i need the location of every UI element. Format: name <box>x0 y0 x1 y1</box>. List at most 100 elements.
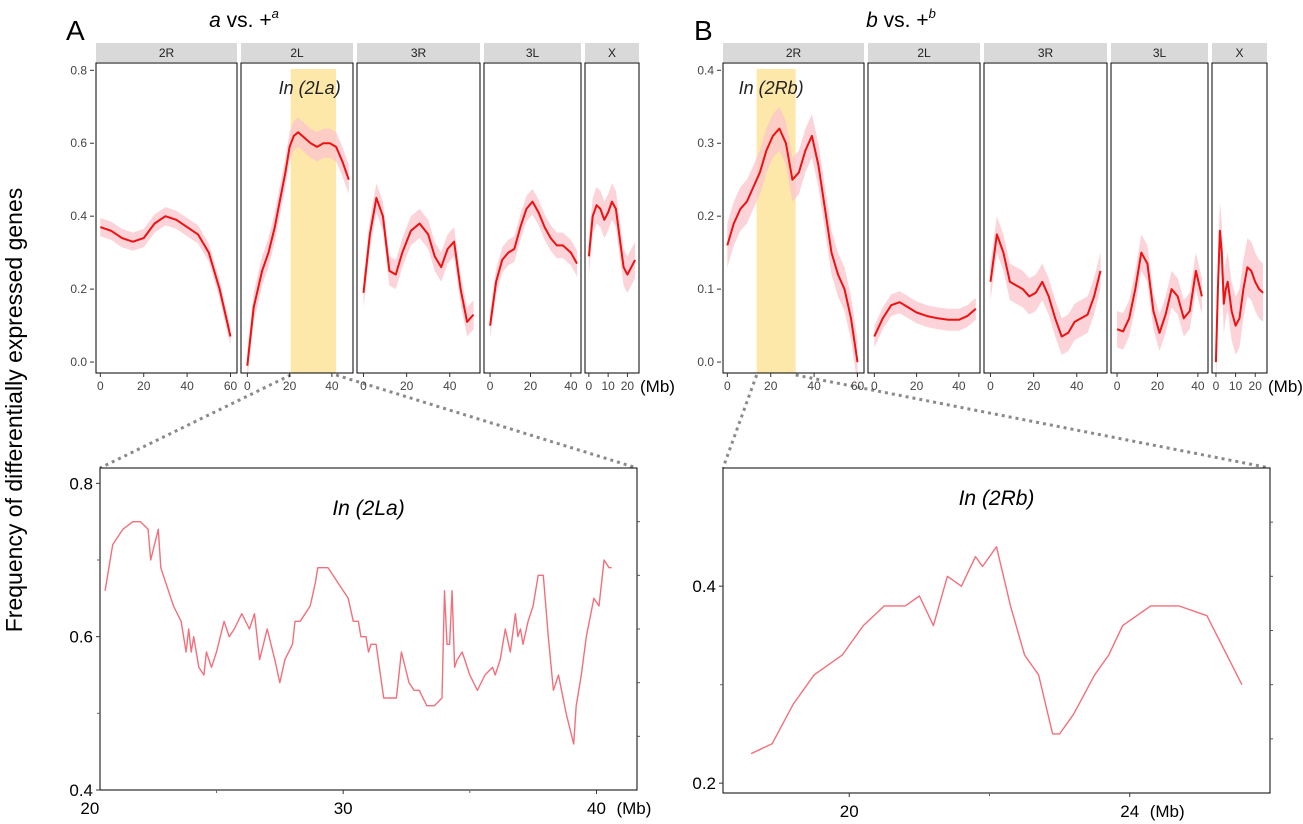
panel-a-facet-x-xtick-label: 0 <box>586 379 593 393</box>
panel-b-facet-2r-inversion-label: In (2Rb) <box>739 78 804 98</box>
panel-b-facet-3r-confidence-band <box>990 216 1101 355</box>
zoom-panel-a-ytick-label: 0.6 <box>69 628 93 647</box>
panel-a-facet-3l-xtick-label: 40 <box>564 379 578 393</box>
panel-b-facet-x-trend-line <box>1214 229 1264 363</box>
panel-a-facet-3r-frame <box>356 62 481 374</box>
panel-a-facet-3l-trend-line <box>489 200 578 326</box>
panel-a-facet-3l-frame <box>483 62 582 374</box>
panel-a-facet-2r-trend-line <box>99 215 232 337</box>
panel-a-facet-2l-xtick-label: 40 <box>325 379 339 393</box>
panel-b-facet-2l-strip-label: 2L <box>917 46 931 60</box>
panel-a-facet-2l-xtick-label: 20 <box>283 379 297 393</box>
panel-a-facet-2r-confidence-band <box>100 207 231 346</box>
panel-b-facet-2r-trend-line <box>726 127 859 363</box>
panel-b-facet-x-xtick-label: 10 <box>1229 379 1243 393</box>
panel-a-facet-2l-xtick-label: 0 <box>244 379 251 393</box>
zoom-panel-a-xtick-label: 30 <box>334 799 353 818</box>
panel-a-facet-2l-strip-label: 2L <box>290 46 304 60</box>
zoom-panel-a-x-unit: (Mb) <box>616 799 651 818</box>
zoom-panel-b-ytick-label: 0.4 <box>692 577 716 596</box>
zoom-panel-b-xtick-label: 24 <box>1120 802 1139 821</box>
panel-a-facet-2r-xtick-label: 20 <box>137 379 151 393</box>
panel-a-ytick-label: 0.0 <box>70 355 87 369</box>
panel-b-facet-3l-frame <box>1110 62 1209 374</box>
panel-b-facet-2r-xtick-label: 20 <box>764 379 778 393</box>
panel-b-ytick-label: 0.3 <box>697 136 714 150</box>
panel-a-facet-3r-strip <box>357 43 480 62</box>
panel-a-facet-x-xtick-label: 10 <box>601 379 615 393</box>
panel-a-facet-3r-xtick-label: 0 <box>360 379 367 393</box>
panel-a-facet-x-strip-label: X <box>608 46 616 60</box>
panel-letter-b: B <box>694 15 713 46</box>
panel-b-facet-2r-xtick-label: 60 <box>851 379 865 393</box>
panel-b-facet-3l-strip <box>1111 43 1208 62</box>
panel-a-facet-3r-trend-line <box>362 196 475 323</box>
zoom-panel-b-xtick-label: 20 <box>840 802 859 821</box>
panel-b-facet-3l-xtick-label: 40 <box>1191 379 1205 393</box>
panel-b-facet-3r-xtick-label: 20 <box>1027 379 1041 393</box>
panel-a-facet-x-frame <box>584 62 640 374</box>
panel-a-facet-2l-inversion-label: In (2La) <box>279 78 341 98</box>
panel-a-facet-2r-frame <box>95 62 238 374</box>
zoom-connector-a-left <box>99 373 292 470</box>
panel-a-facet-2r-strip <box>96 43 237 62</box>
zoom-panel-b-x-unit: (Mb) <box>1150 802 1185 821</box>
panel-a-facet-3r-xtick-label: 40 <box>443 379 457 393</box>
panel-b-facet-2r-frame <box>722 62 865 374</box>
panel-b-ytick-label: 0.4 <box>697 63 714 77</box>
panel-b-facet-x-confidence-band <box>1215 201 1264 392</box>
panel-b-facet-3l-xtick-label: 20 <box>1151 379 1165 393</box>
panel-b-facet-2l-xtick-label: 20 <box>910 379 924 393</box>
panel-b-x-unit: (Mb) <box>1268 377 1303 396</box>
zoom-panel-b-title: In (2Rb) <box>959 487 1035 510</box>
panel-a-facet-3l-confidence-band <box>490 188 577 339</box>
panel-b-facet-3r-strip <box>984 43 1107 62</box>
zoom-panel-a-ytick-label: 0.4 <box>69 781 93 800</box>
panel-b-facet-x-xtick-label: 20 <box>1249 379 1263 393</box>
panel-b-facet-x-xtick-label: 0 <box>1213 379 1220 393</box>
panel-b-facet-x-frame <box>1211 62 1268 374</box>
panel-b-facet-2r-confidence-band <box>727 106 858 384</box>
panel-b-facet-3l-strip-label: 3L <box>1153 46 1167 60</box>
panel-b-facet-2l-xtick-label: 0 <box>871 379 878 393</box>
panel-b-facet-3r-frame <box>983 62 1108 374</box>
zoom-panel-a-ytick-label: 0.8 <box>69 474 93 493</box>
panel-a-facet-3l-xtick-label: 20 <box>524 379 538 393</box>
panel-letter-a: A <box>66 15 85 46</box>
panel-b-ytick-label: 0.0 <box>697 355 714 369</box>
panel-a-facet-3r-strip-label: 3R <box>411 46 427 60</box>
panel-a-facet-3l-strip-label: 3L <box>526 46 540 60</box>
panel-b-ytick-label: 0.2 <box>697 209 714 223</box>
panel-b-facet-2r-xtick-label: 0 <box>724 379 731 393</box>
panel-a-facet-x-confidence-band <box>588 183 636 293</box>
panel-b-facet-3r-xtick-label: 40 <box>1070 379 1084 393</box>
panel-b-facet-2l-frame <box>867 62 981 374</box>
panel-a-facet-2r-strip-label: 2R <box>159 46 175 60</box>
panel-a-facet-2r-xtick-label: 60 <box>224 379 238 393</box>
panel-b-facet-2l-strip <box>868 43 980 62</box>
panel-a-facet-2l-trend-line <box>246 131 350 366</box>
panel-b-facet-2l-xtick-label: 40 <box>952 379 966 393</box>
panel-a-facet-3l-strip <box>484 43 581 62</box>
panel-b-ytick-label: 0.1 <box>697 282 714 296</box>
panel-b-facet-2r-strip-label: 2R <box>786 46 802 60</box>
zoom-panel-b-frame <box>722 467 1271 794</box>
panel-a-ytick-label: 0.6 <box>70 136 87 150</box>
panel-a-facet-3l-xtick-label: 0 <box>487 379 494 393</box>
zoom-panel-a-title: In (2La) <box>332 497 404 520</box>
panel-a-facet-2l-confidence-band <box>247 117 349 381</box>
chart-layer: 0.0 0.2 0.4 0.6 0.8 2R 0 20 40 60 2L In (2La) 0 20 40 3… <box>69 43 1303 821</box>
zoom-panel-a-xtick-label: 20 <box>80 799 99 818</box>
panel-a-facet-3r-xtick-label: 20 <box>400 379 414 393</box>
panel-a-title: a vs. +a <box>209 6 279 32</box>
panel-a-facet-2r-xtick-label: 0 <box>97 379 104 393</box>
panel-b-facet-x-strip-label: X <box>1235 46 1243 60</box>
panel-b-facet-3r-xtick-label: 0 <box>987 379 994 393</box>
panel-b-facet-2r-strip <box>723 43 864 62</box>
panel-b-facet-3r-strip-label: 3R <box>1038 46 1054 60</box>
panel-b-facet-3r-trend-line <box>989 233 1102 338</box>
panel-a-ytick-label: 0.2 <box>70 282 87 296</box>
panel-a-ytick-label: 0.4 <box>70 209 87 223</box>
panel-b-facet-x-strip <box>1212 43 1267 62</box>
zoom-connector-b-left <box>721 374 759 469</box>
